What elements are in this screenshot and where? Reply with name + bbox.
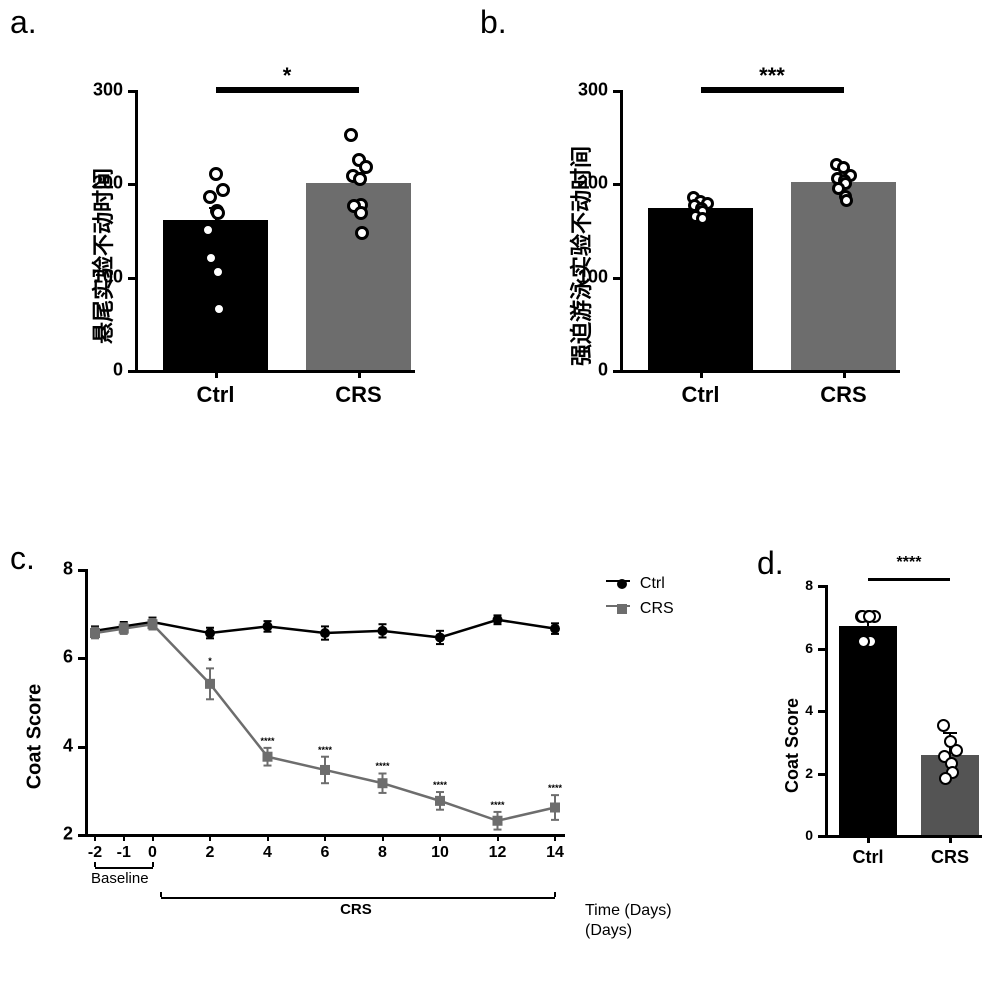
legend-crs: CRS: [606, 600, 674, 618]
panel-b-label: b.: [480, 4, 507, 41]
bar: [163, 220, 268, 370]
chart-b-ylabel: 强迫游泳实验不动时间: [564, 146, 596, 366]
bar: [648, 208, 753, 370]
panel-c-label: c.: [10, 540, 35, 577]
chart-d: 02468CtrlCRS****: [825, 585, 982, 895]
chart-a: 0100200300CtrlCRS*: [135, 90, 415, 430]
legend-ctrl-label: Ctrl: [640, 575, 665, 592]
legend-ctrl-line: [606, 580, 630, 582]
legend-crs-label: CRS: [640, 600, 674, 617]
legend-crs-line: [606, 605, 630, 607]
bar: [839, 626, 897, 835]
chart-c-xlabel-time: Time (Days): [585, 902, 672, 920]
chart-a-ylabel: 悬尾实验不动时间: [86, 168, 118, 344]
legend-ctrl: Ctrl: [606, 575, 665, 593]
bar: [791, 182, 896, 370]
chart-d-ylabel: Coat Score: [782, 698, 803, 793]
chart-b: 0100200300CtrlCRS***: [620, 90, 900, 430]
panel-a-label: a.: [10, 4, 37, 41]
chart-c-xlabel-days: (Days): [585, 922, 632, 940]
chart-c-ylabel: Coat Score: [23, 684, 46, 790]
chart-c: 2468-2-102468101214BaselineCRS**********…: [85, 569, 565, 894]
